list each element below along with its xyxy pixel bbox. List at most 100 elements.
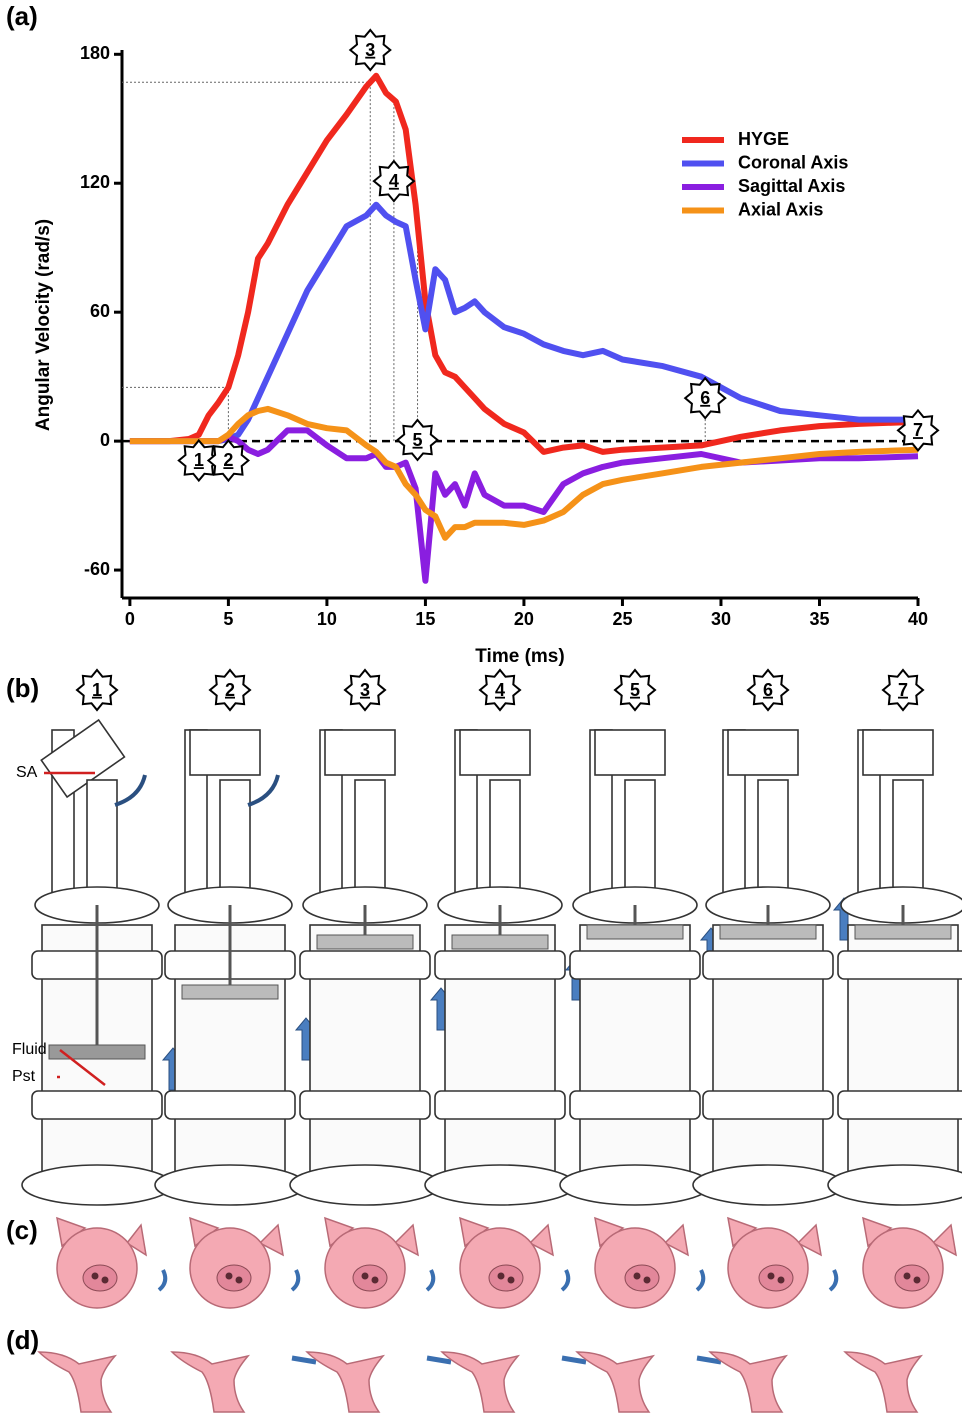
pig-nostril bbox=[767, 1272, 775, 1280]
base bbox=[827, 1164, 962, 1206]
rotation-arrow bbox=[114, 774, 147, 807]
piston bbox=[586, 924, 684, 940]
bracket-top bbox=[324, 729, 396, 776]
step-label: 2 bbox=[225, 680, 235, 700]
step-label: 4 bbox=[495, 680, 505, 700]
x-axis-title: Time (ms) bbox=[475, 646, 564, 667]
pig-nostril bbox=[507, 1276, 515, 1284]
apparatus bbox=[154, 729, 306, 1206]
bracket-top bbox=[189, 729, 261, 776]
ring bbox=[702, 950, 834, 980]
base bbox=[289, 1164, 441, 1206]
event-label: 3 bbox=[365, 40, 375, 60]
data-line bbox=[129, 405, 919, 541]
event-label-star bbox=[896, 408, 940, 452]
panel-label: (d) bbox=[6, 1325, 39, 1355]
pig-nostril bbox=[633, 1272, 641, 1280]
pig-nostril bbox=[361, 1272, 369, 1280]
pig-nostril bbox=[643, 1276, 651, 1284]
arm bbox=[624, 779, 656, 891]
ring bbox=[299, 950, 431, 980]
base bbox=[424, 1164, 576, 1206]
pig-nostril bbox=[777, 1276, 785, 1284]
ring bbox=[569, 950, 701, 980]
ring bbox=[164, 1090, 296, 1120]
event-label-star bbox=[372, 159, 416, 203]
rotation-arrow bbox=[695, 1269, 706, 1292]
legend-label: HYGE bbox=[738, 129, 789, 149]
base bbox=[692, 1164, 844, 1206]
bracket-top bbox=[459, 729, 531, 776]
bracket-top bbox=[40, 718, 126, 799]
pig-nostril bbox=[225, 1272, 233, 1280]
y-axis-title: Angular Velocity (rad/s) bbox=[33, 219, 54, 431]
x-tick-label: 5 bbox=[223, 609, 233, 629]
step-label: 5 bbox=[630, 680, 640, 700]
x-tick-label: 30 bbox=[711, 609, 731, 629]
apparatus bbox=[289, 729, 441, 1206]
legend-label: Sagittal Axis bbox=[738, 176, 845, 196]
apparatus bbox=[559, 729, 711, 1206]
pig-ear bbox=[528, 1223, 554, 1257]
pig-nostril bbox=[913, 1276, 921, 1284]
piston bbox=[316, 934, 414, 950]
ring bbox=[837, 1090, 962, 1120]
y-tick-label: 0 bbox=[100, 430, 110, 450]
event-label-star bbox=[348, 28, 392, 72]
panel-label: (c) bbox=[6, 1215, 38, 1245]
piston bbox=[181, 984, 279, 1000]
part-label: Fluid bbox=[12, 1041, 47, 1058]
piston bbox=[854, 924, 952, 940]
step-label: 3 bbox=[360, 680, 370, 700]
ear-shape bbox=[305, 1351, 386, 1413]
pig-nostril bbox=[91, 1272, 99, 1280]
event-label-star bbox=[683, 376, 727, 420]
x-tick-label: 40 bbox=[908, 609, 928, 629]
y-tick-label: -60 bbox=[84, 559, 110, 579]
ear-shape bbox=[708, 1351, 789, 1413]
x-tick-label: 35 bbox=[809, 609, 829, 629]
ring bbox=[434, 1090, 566, 1120]
rotation-arrow bbox=[560, 1269, 571, 1292]
y-tick-label: 180 bbox=[80, 43, 110, 63]
arm bbox=[757, 779, 789, 891]
part-pointer bbox=[59, 1049, 106, 1086]
step-label-star bbox=[343, 668, 387, 712]
bracket-top bbox=[862, 729, 934, 776]
pig-snout bbox=[624, 1264, 660, 1292]
pig-ear bbox=[931, 1223, 957, 1257]
pig-nostril bbox=[371, 1276, 379, 1284]
part-label: Pst bbox=[12, 1068, 36, 1085]
ring bbox=[837, 950, 962, 980]
rotation-arrow bbox=[828, 1269, 839, 1292]
ring bbox=[434, 950, 566, 980]
bracket-top bbox=[594, 729, 666, 776]
rotation-arrow bbox=[290, 1269, 301, 1292]
event-label-star bbox=[206, 438, 250, 483]
data-line bbox=[129, 72, 919, 455]
ear-shape bbox=[575, 1351, 656, 1413]
motion-arrow bbox=[696, 1355, 722, 1365]
pig-nostril bbox=[903, 1272, 911, 1280]
ear-shape bbox=[843, 1351, 924, 1413]
ear-shape bbox=[440, 1351, 521, 1413]
step-label: 1 bbox=[92, 680, 102, 700]
piston bbox=[451, 934, 549, 950]
pig-nostril bbox=[497, 1272, 505, 1280]
rotation-arrow bbox=[425, 1269, 436, 1292]
legend-label: Axial Axis bbox=[738, 199, 823, 219]
event-label-star bbox=[395, 418, 440, 462]
ring bbox=[702, 1090, 834, 1120]
panel-label: (a) bbox=[6, 1, 38, 31]
pig-ear bbox=[796, 1223, 822, 1257]
y-tick-label: 60 bbox=[90, 301, 110, 321]
pig-nostril bbox=[235, 1276, 243, 1284]
step-label-star bbox=[75, 668, 119, 712]
pig-ear bbox=[663, 1223, 689, 1257]
data-line bbox=[129, 427, 919, 584]
apparatus bbox=[424, 729, 576, 1206]
ear-shape bbox=[170, 1351, 251, 1413]
x-tick-label: 0 bbox=[125, 609, 135, 629]
ring bbox=[569, 1090, 701, 1120]
